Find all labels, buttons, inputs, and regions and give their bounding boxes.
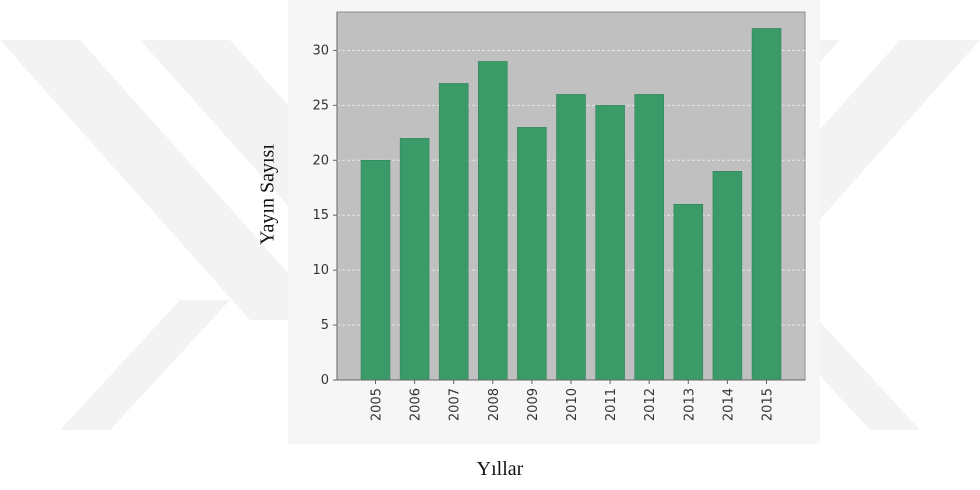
x-tick-label: 2008 (487, 388, 502, 421)
y-tick-label: 30 (312, 43, 329, 58)
x-tick-label: 2013 (682, 388, 697, 421)
y-tick-label: 15 (312, 208, 329, 223)
y-axis-label: Yayın Sayısı (256, 144, 279, 245)
x-tick-label: 2015 (761, 388, 776, 421)
bar-chart: 0 5 10 15 20 25 30 2005 2006 2007 2008 2009 2010 2011… (312, 11, 806, 421)
bar-2013 (673, 203, 704, 381)
y-tick-label: 5 (321, 318, 329, 333)
x-tick-label: 2014 (721, 388, 736, 421)
bar-2009 (517, 127, 547, 381)
x-tick-label: 2012 (643, 388, 658, 421)
y-tick-label: 25 (312, 98, 329, 113)
y-tick-label: 10 (312, 263, 329, 278)
bar-2008 (478, 61, 508, 381)
bar-2006 (399, 138, 430, 381)
x-tick-label: 2010 (565, 388, 580, 421)
x-tick-label: 2009 (526, 388, 541, 421)
x-tick-label: 2006 (409, 388, 424, 421)
x-axis-label: Yıllar (476, 458, 524, 480)
x-tick-label: 2005 (370, 388, 385, 421)
y-tick-label: 0 (321, 373, 329, 388)
x-tick-label: 2007 (448, 388, 463, 421)
bar-2005 (360, 160, 391, 381)
bar-2012 (634, 94, 664, 381)
bar-2011 (595, 105, 625, 381)
y-tick-label: 20 (312, 153, 329, 168)
x-tick-label: 2011 (604, 388, 619, 421)
bar-2007 (438, 83, 469, 381)
chart-panel: 0 5 10 15 20 25 30 2005 2006 2007 2008 2009 2010 2011… (288, 0, 820, 444)
bar-2014 (712, 171, 743, 381)
bar-2010 (556, 94, 586, 381)
bar-2015 (751, 28, 782, 381)
